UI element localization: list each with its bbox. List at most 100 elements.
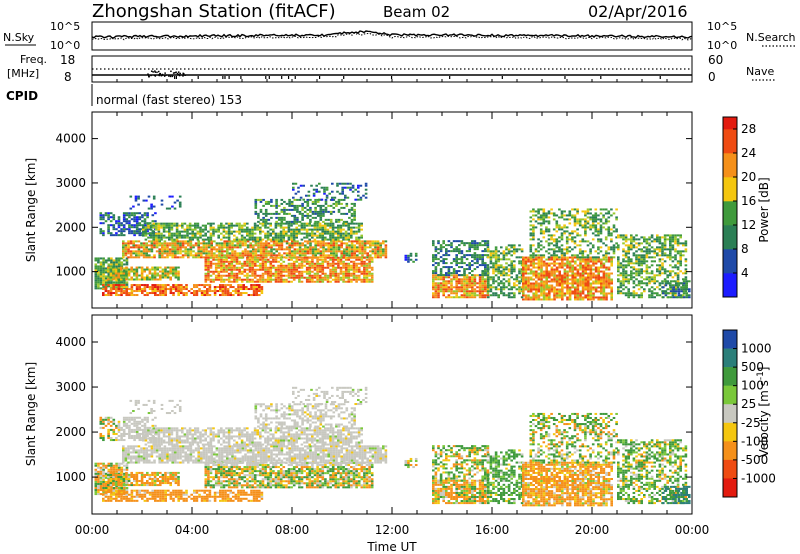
power-cell [627, 280, 630, 283]
power-cell [259, 268, 262, 271]
power-cell [290, 266, 293, 269]
power-cell [277, 270, 280, 273]
power-cell [439, 248, 443, 251]
power-cell [352, 226, 356, 229]
power-cell [384, 248, 388, 251]
power-cell [532, 244, 535, 247]
power-cell [169, 272, 172, 275]
power-cell [515, 280, 519, 283]
power-cell [293, 254, 297, 257]
power-cell [274, 256, 278, 259]
power-cell [529, 234, 533, 237]
power-cell [296, 250, 299, 253]
power-cell [505, 272, 508, 275]
power-cell [558, 228, 561, 231]
power-cell [439, 288, 443, 291]
power-cell [484, 264, 487, 267]
power-cell [481, 288, 484, 291]
power-cell [180, 290, 183, 293]
power-cell [309, 246, 312, 249]
power-cell [161, 254, 164, 257]
power-cell [197, 250, 200, 253]
power-cell [478, 254, 482, 257]
power-cell [529, 276, 533, 279]
power-cell [104, 267, 108, 270]
power-cell [326, 280, 330, 283]
power-cell [99, 228, 103, 231]
power-cell [245, 292, 248, 295]
power-cell [532, 234, 535, 237]
power-cell [327, 250, 330, 253]
power-cell [174, 286, 178, 289]
power-cell [476, 246, 479, 249]
power-cell [207, 256, 210, 259]
freq-dot [158, 74, 160, 76]
power-cell [227, 230, 231, 233]
power-cell [337, 266, 340, 269]
power-cell [552, 248, 556, 251]
power-cell [239, 292, 243, 295]
power-cell [555, 292, 559, 295]
power-cell [468, 284, 471, 287]
power-cell [109, 272, 113, 275]
power-cell [602, 262, 606, 265]
power-cell [624, 240, 628, 243]
power-cell [599, 220, 603, 223]
power-cell [571, 248, 574, 251]
power-cell [152, 230, 155, 233]
power-cell [235, 280, 239, 283]
freq-dot [153, 74, 156, 77]
power-cell [252, 294, 256, 297]
power-cell [238, 228, 241, 231]
power-cell [204, 256, 208, 259]
power-cell [176, 252, 180, 255]
power-cell [568, 270, 572, 273]
power-cell [120, 234, 123, 237]
power-cell [566, 296, 569, 299]
power-cell [545, 272, 548, 275]
power-cell [597, 238, 600, 241]
power-cell [439, 286, 443, 289]
power-cell [130, 288, 134, 291]
power-cell [148, 278, 152, 281]
power-cell [599, 208, 603, 211]
power-cell [345, 254, 349, 257]
power-cell [290, 208, 294, 211]
power-cell [117, 286, 121, 289]
power-cell [434, 274, 438, 277]
power-cell [264, 232, 267, 235]
power-cell [147, 207, 151, 210]
power-cell [217, 266, 221, 269]
power-cell [361, 244, 364, 247]
power-cell [298, 250, 302, 253]
power-cell [584, 234, 587, 237]
power-cell [314, 246, 317, 249]
power-cell [168, 230, 171, 233]
power-cell [540, 284, 543, 287]
power-cell [486, 292, 490, 295]
power-cell [442, 262, 445, 265]
power-cell [233, 254, 237, 257]
power-cell [110, 265, 113, 268]
power-cell [455, 254, 458, 257]
power-cell [248, 262, 252, 265]
power-cell [146, 284, 149, 287]
power-cell [602, 258, 606, 261]
power-cell [597, 298, 600, 301]
power-cell [235, 230, 239, 233]
power-cell [246, 238, 249, 241]
power-cell [285, 246, 289, 249]
power-cell [175, 230, 179, 233]
power-cell [287, 268, 291, 271]
power-cell [537, 272, 541, 275]
power-cell [355, 262, 358, 265]
power-cell [277, 268, 280, 271]
power-cell [253, 280, 257, 283]
power-cell [166, 252, 169, 255]
power-cell [607, 248, 611, 251]
power-cell [437, 286, 440, 289]
power-cell [239, 240, 242, 243]
power-cell [548, 262, 551, 265]
power-cell [298, 256, 302, 259]
power-cell [542, 256, 546, 259]
